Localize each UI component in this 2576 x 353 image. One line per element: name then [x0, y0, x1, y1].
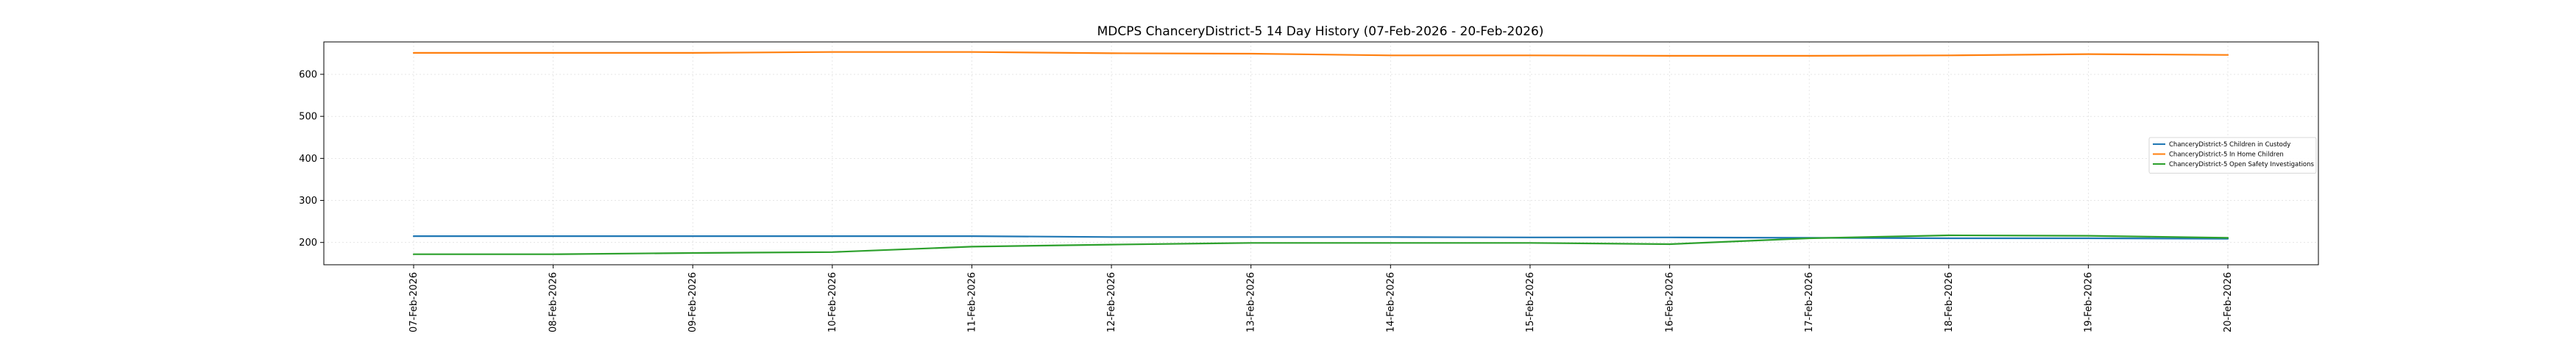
x-tick-label: 10-Feb-2026: [827, 272, 838, 332]
series-line-3: [412, 234, 2229, 255]
legend-label: ChanceryDistrict-5 Children in Custody: [2169, 141, 2290, 149]
x-axis: 07-Feb-2026 08-Feb-2026 09-Feb-2026 10-Feb-…: [408, 265, 2234, 332]
x-tick-label: 12-Feb-2026: [1106, 272, 1117, 332]
legend-label: ChanceryDistrict-5 In Home Children: [2169, 151, 2284, 159]
legend-box: [2148, 137, 2317, 174]
y-tick-label: 600: [299, 70, 317, 81]
x-tick-label: 13-Feb-2026: [1246, 272, 1257, 332]
plot-area-frame: [323, 41, 2319, 265]
x-tick-label: 19-Feb-2026: [2083, 272, 2094, 332]
x-tick-label: 07-Feb-2026: [408, 272, 420, 332]
legend: ChanceryDistrict-5 Children in Custody Ch…: [2148, 137, 2317, 174]
x-tick-label: 11-Feb-2026: [966, 272, 977, 332]
gridlines: [324, 42, 2318, 265]
x-tick-label: 16-Feb-2026: [1665, 272, 1676, 332]
series-lines: [412, 51, 2229, 255]
series-line-1: [412, 235, 2229, 240]
x-tick-label: 09-Feb-2026: [687, 272, 698, 332]
x-tick-label: 15-Feb-2026: [1525, 272, 1536, 332]
y-tick-label: 500: [299, 112, 317, 123]
y-tick-label: 300: [299, 196, 317, 207]
x-tick-label: 14-Feb-2026: [1385, 272, 1396, 332]
chart-title: MDCPS ChanceryDistrict-5 14 Day History …: [1097, 24, 1544, 39]
x-tick-label: 17-Feb-2026: [1804, 272, 1815, 332]
series-line-2: [412, 51, 2229, 57]
y-axis: 200 300 400 500 600: [299, 70, 324, 249]
y-tick-label: 400: [299, 154, 317, 165]
legend-label: ChanceryDistrict-5 Open Safety Investiga…: [2169, 161, 2315, 168]
x-tick-label: 20-Feb-2026: [2223, 272, 2234, 332]
y-tick-label: 200: [299, 238, 317, 249]
x-tick-label: 18-Feb-2026: [1944, 272, 1955, 332]
x-tick-label: 08-Feb-2026: [548, 272, 559, 332]
